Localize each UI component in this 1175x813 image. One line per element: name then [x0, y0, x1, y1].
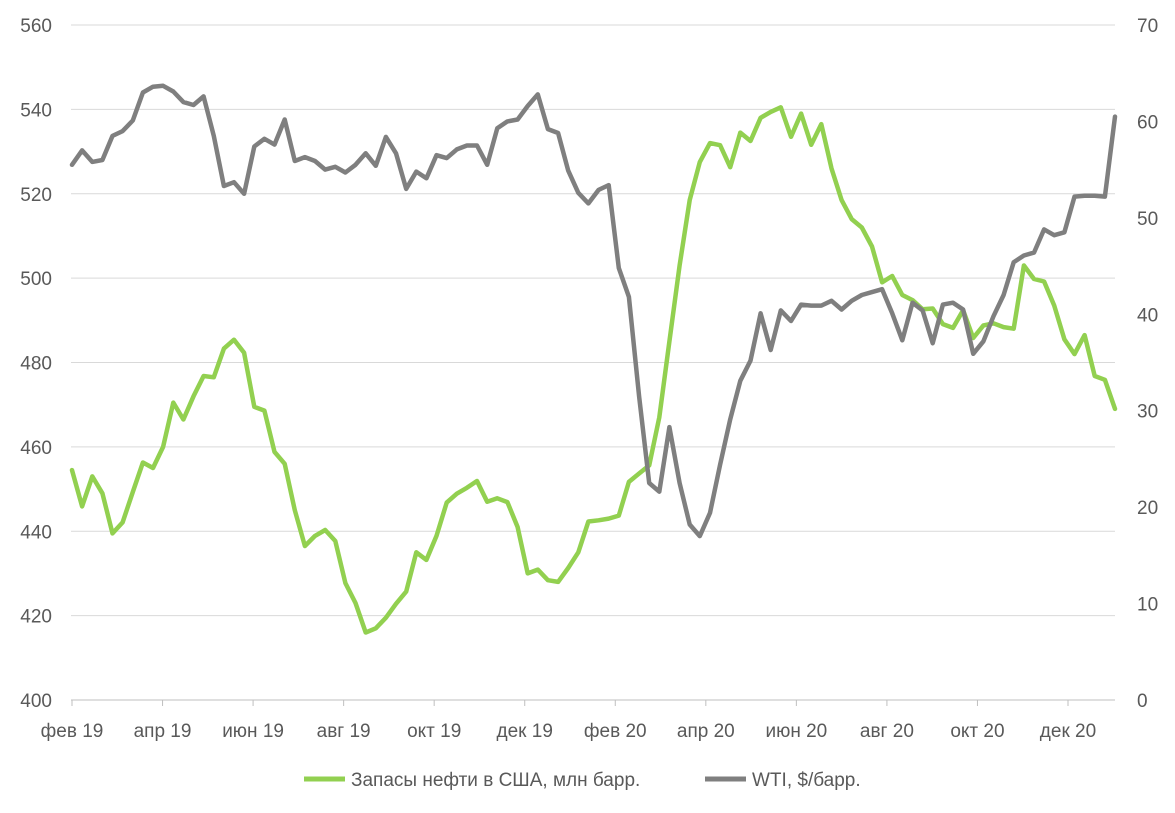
- x-tick-label: фев 19: [41, 721, 104, 742]
- y-left-tick-label: 520: [20, 185, 52, 206]
- y-left-tick-label: 500: [20, 269, 52, 290]
- y-right-tick-label: 60: [1137, 112, 1158, 133]
- x-axis: фев 19 апр 19 июн 19 авг 19 окт 19 дек 19 фев …: [41, 700, 1096, 742]
- x-tick-label: авг 19: [317, 721, 371, 742]
- y-axis-left: 400 420 440 460 480 500 520 540 560: [20, 16, 52, 712]
- y-right-tick-label: 50: [1137, 209, 1158, 230]
- x-tick-label: фев 20: [584, 721, 647, 742]
- y-axis-right: 0 10 20 30 40 50 60 70: [1137, 16, 1158, 712]
- x-tick-label: июн 20: [765, 721, 827, 742]
- legend-label-stocks: Запасы нефти в США, млн барр.: [351, 770, 640, 791]
- x-tick-label: дек 20: [1040, 721, 1096, 742]
- x-tick-label: окт 20: [950, 721, 1004, 742]
- y-right-tick-label: 0: [1137, 691, 1148, 712]
- y-left-tick-label: 440: [20, 522, 52, 543]
- x-tick-label: апр 19: [134, 721, 192, 742]
- legend: Запасы нефти в США, млн барр. WTI, $/бар…: [304, 770, 861, 791]
- y-left-tick-label: 540: [20, 100, 52, 121]
- x-tick-label: июн 19: [222, 721, 284, 742]
- y-right-tick-label: 20: [1137, 498, 1158, 519]
- y-left-tick-label: 460: [20, 438, 52, 459]
- x-tick-label: дек 19: [497, 721, 553, 742]
- y-right-tick-label: 40: [1137, 305, 1158, 326]
- y-left-tick-label: 480: [20, 354, 52, 375]
- x-tick-label: окт 19: [407, 721, 461, 742]
- x-tick-label: авг 20: [860, 721, 914, 742]
- y-left-tick-label: 400: [20, 691, 52, 712]
- y-left-tick-label: 420: [20, 607, 52, 628]
- series-line-us-oil-stocks: [69, 105, 1118, 635]
- legend-label-wti: WTI, $/барр.: [752, 770, 861, 791]
- y-right-tick-label: 10: [1137, 595, 1158, 616]
- grid-lines: [71, 24, 1115, 701]
- x-tick-label: апр 20: [677, 721, 735, 742]
- y-left-tick-label: 560: [20, 16, 52, 37]
- series-lines: [69, 83, 1118, 635]
- series-line-wti: [69, 83, 1118, 539]
- y-right-tick-label: 70: [1137, 16, 1158, 37]
- y-right-tick-label: 30: [1137, 402, 1158, 423]
